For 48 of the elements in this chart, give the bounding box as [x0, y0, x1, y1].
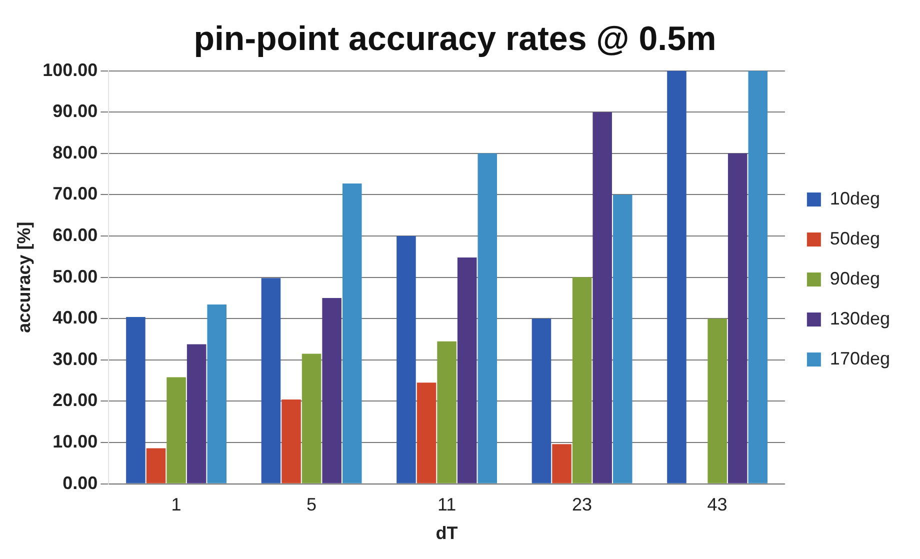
y-tick-label: 30.00	[52, 348, 98, 369]
y-tick-label: 60.00	[52, 224, 98, 245]
bar	[396, 236, 416, 484]
bar	[282, 400, 301, 484]
x-tick-label: 43	[707, 494, 728, 515]
y-tick-label: 40.00	[52, 308, 98, 328]
x-tick-label: 23	[572, 494, 592, 515]
x-axis-title: dT	[436, 523, 458, 544]
bar	[478, 153, 498, 484]
x-tick-label: 11	[437, 494, 456, 515]
legend-label: 50deg	[830, 228, 880, 248]
bar	[146, 448, 166, 484]
bar	[592, 112, 612, 484]
bar	[416, 382, 436, 484]
bar	[302, 354, 322, 484]
bar	[748, 70, 768, 484]
y-tick-label: 100.00	[42, 60, 98, 80]
bar	[437, 341, 456, 484]
y-tick-label: 10.00	[52, 431, 98, 452]
y-tick-label: 90.00	[52, 101, 98, 122]
y-tick-label: 50.00	[52, 266, 98, 286]
y-axis-title: accuracy [%]	[14, 222, 34, 333]
y-tick-label: 80.00	[52, 142, 98, 162]
bar	[186, 344, 206, 484]
bar	[728, 153, 748, 484]
x-tick-label: 1	[171, 494, 182, 515]
bar	[207, 304, 226, 484]
bar	[708, 318, 727, 484]
legend-label: 10deg	[830, 188, 880, 208]
y-tick-label: 20.00	[52, 390, 98, 410]
bar	[126, 316, 146, 484]
bar	[322, 298, 342, 484]
bar	[261, 278, 281, 484]
y-tick-label: 0.00	[62, 472, 98, 493]
bar	[552, 444, 572, 484]
bar	[612, 194, 632, 484]
bar	[667, 70, 686, 484]
x-tick-label: 5	[306, 494, 317, 515]
bar	[572, 277, 592, 484]
legend-label: 90deg	[830, 268, 880, 288]
y-tick-label: 70.00	[52, 184, 98, 204]
chart-title: pin-point accuracy rates @ 0.5m	[194, 20, 716, 58]
legend-label: 170deg	[830, 348, 890, 368]
bar	[532, 318, 552, 484]
bar	[457, 257, 477, 484]
bar	[166, 377, 186, 484]
legend-label: 130deg	[830, 308, 890, 328]
bar	[342, 184, 362, 484]
